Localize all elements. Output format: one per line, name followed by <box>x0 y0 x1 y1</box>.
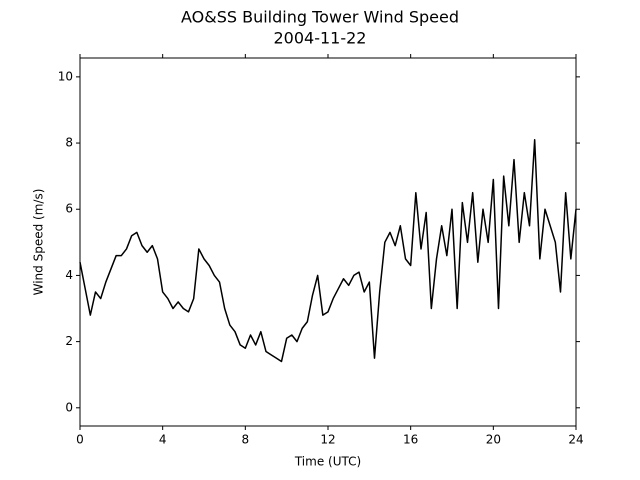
x-tick-label: 12 <box>320 433 335 447</box>
y-tick-label: 4 <box>65 268 73 282</box>
chart-title: AO&SS Building Tower Wind Speed <box>181 8 459 27</box>
y-tick-label: 8 <box>65 136 73 150</box>
y-axis-label: Wind Speed (m/s) <box>32 189 46 296</box>
x-tick-label: 4 <box>159 433 167 447</box>
data-line <box>79 138 577 363</box>
y-tick-label: 2 <box>65 334 73 348</box>
x-tick-label: 24 <box>568 433 583 447</box>
chart-subtitle: 2004-11-22 <box>274 29 367 48</box>
y-tick-label: 6 <box>65 202 73 216</box>
y-tick-label: 0 <box>65 400 73 414</box>
y-tick-label: 10 <box>58 69 73 83</box>
x-tick-label: 0 <box>76 433 84 447</box>
x-axis-label: Time (UTC) <box>294 455 361 469</box>
plot-frame <box>79 57 577 427</box>
x-tick-label: 8 <box>242 433 250 447</box>
x-tick-label: 16 <box>403 433 418 447</box>
x-tick-label: 20 <box>486 433 501 447</box>
